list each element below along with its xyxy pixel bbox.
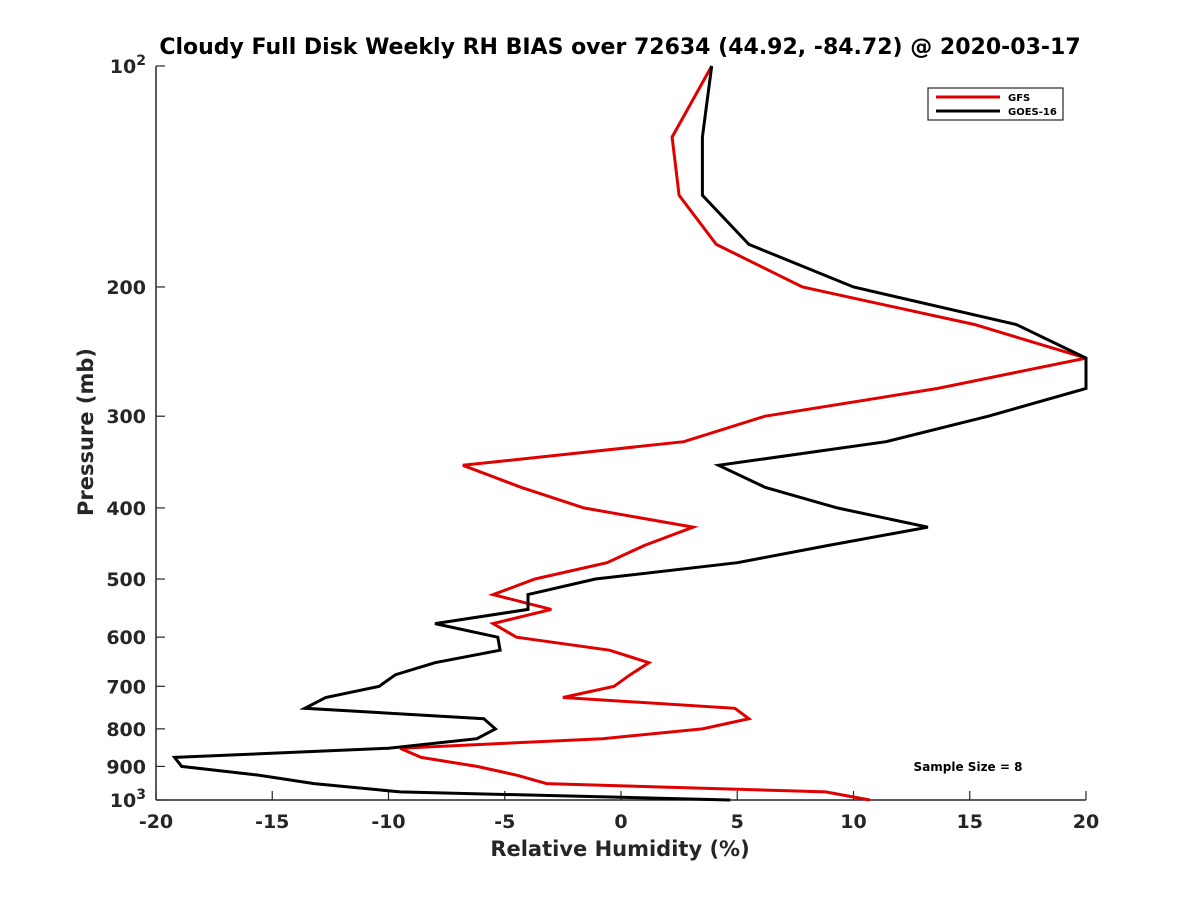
y-tick-label-base: 500 — [106, 569, 146, 591]
x-tick-label: 0 — [614, 811, 627, 833]
y-tick-label: 800 — [106, 719, 146, 741]
y-tick-label: 700 — [106, 676, 146, 698]
series-line-goes-16 — [171, 65, 1088, 802]
y-tick-label-base: 300 — [106, 406, 146, 428]
plot-background — [156, 66, 1086, 800]
y-tick-label-base: 600 — [106, 627, 146, 649]
x-tick-label: -15 — [255, 811, 289, 833]
sample-size-annotation: Sample Size = 8 — [914, 760, 1023, 774]
y-tick-label: 400 — [106, 498, 146, 520]
x-axis-ticks: -20 -15 -10 -5 0 5 10 15 20 — [139, 791, 1099, 833]
x-tick-label: 20 — [1073, 811, 1099, 833]
chart-title: Cloudy Full Disk Weekly RH BIAS over 726… — [159, 35, 1080, 60]
y-axis-label: Pressure (mb) — [74, 348, 98, 516]
x-tick-label: 10 — [840, 811, 866, 833]
x-tick-label: -5 — [494, 811, 515, 833]
y-tick-label-base: 900 — [106, 756, 146, 778]
x-axis-label: Relative Humidity (%) — [490, 837, 749, 861]
legend: GFS GOES-16 — [927, 87, 1064, 121]
y-tick-label: 102 — [110, 53, 146, 78]
y-tick-label-base: 10 — [110, 56, 136, 78]
y-tick-label: 500 — [106, 569, 146, 591]
legend-box — [927, 87, 1064, 121]
y-tick-label: 103 — [110, 787, 146, 812]
y-tick-label: 200 — [106, 277, 146, 299]
x-tick-label: 15 — [957, 811, 983, 833]
y-tick-label: 300 — [106, 406, 146, 428]
y-tick-label-exponent: 2 — [136, 53, 146, 69]
plot-area — [155, 66, 1086, 801]
x-tick-label: -10 — [371, 811, 405, 833]
y-tick-label: 900 — [106, 756, 146, 778]
y-tick-label-base: 400 — [106, 498, 146, 520]
legend-label: GFS — [1008, 93, 1030, 104]
series-lines — [171, 65, 1088, 802]
y-tick-label-base: 800 — [106, 719, 146, 741]
y-tick-label-base: 10 — [110, 790, 136, 812]
x-tick-label: -20 — [139, 811, 173, 833]
y-tick-label-exponent: 3 — [136, 787, 146, 803]
y-tick-label-base: 700 — [106, 676, 146, 698]
y-tick-label-base: 200 — [106, 277, 146, 299]
y-tick-label: 600 — [106, 627, 146, 649]
legend-label: GOES-16 — [1008, 107, 1057, 118]
x-tick-label: 5 — [731, 811, 744, 833]
